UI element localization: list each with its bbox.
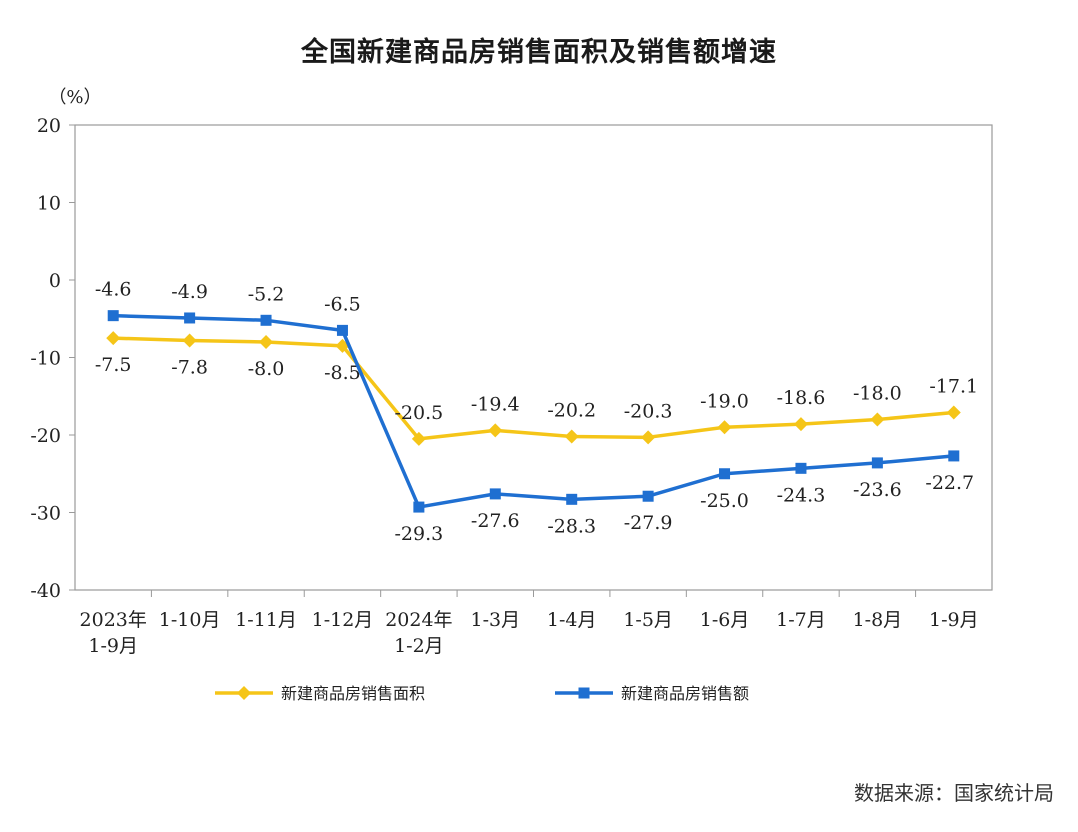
series-line-1 (113, 336, 954, 441)
data-point-sales (948, 450, 960, 462)
data-label: -25.0 (700, 490, 749, 512)
data-label: -27.6 (471, 510, 520, 532)
data-label: -17.1 (929, 376, 978, 398)
x-tick-label: 1-7月 (776, 609, 826, 631)
series-line-2 (113, 313, 954, 509)
data-label: -23.6 (853, 479, 902, 501)
data-label: -29.3 (395, 523, 444, 545)
y-tick-label: -30 (30, 503, 61, 525)
data-point-sales (413, 501, 425, 513)
x-tick-label: 1-5月 (623, 609, 673, 631)
legend-label: 新建商品房销售面积 (281, 684, 425, 703)
data-point-area (106, 331, 121, 346)
x-tick-label: 1-9月 (929, 609, 979, 631)
data-label: -4.9 (171, 281, 208, 303)
data-point-sales (184, 312, 196, 324)
x-tick-label: 1-12月 (312, 609, 374, 631)
data-point-area (641, 430, 656, 445)
data-point-area (488, 423, 503, 438)
x-tick-label: 1-9月 (88, 635, 138, 657)
source-note: 数据来源：国家统计局 (854, 781, 1054, 805)
y-unit-label: （%） (48, 87, 101, 108)
legend-label: 新建商品房销售额 (621, 684, 749, 703)
data-point-sales (336, 324, 348, 336)
x-tick-label: 1-2月 (394, 635, 444, 657)
data-label: -24.3 (777, 484, 826, 506)
x-tick-label: 1-6月 (700, 609, 750, 631)
data-point-area (946, 405, 961, 420)
data-point-area (259, 335, 274, 349)
data-label: -18.0 (853, 383, 902, 405)
data-label: -6.5 (324, 293, 361, 315)
plot-frame (74, 124, 993, 591)
data-point-sales (260, 314, 272, 326)
y-tick-label: -20 (30, 425, 61, 447)
data-label: -19.4 (471, 393, 520, 415)
data-label: -7.5 (95, 354, 132, 376)
data-label: -27.9 (624, 512, 673, 534)
y-tick-label: 20 (37, 115, 61, 137)
data-label: -22.7 (925, 472, 974, 494)
data-label: -20.3 (624, 400, 673, 422)
data-point-sales (566, 493, 578, 505)
data-label: -20.5 (395, 402, 444, 424)
x-tick-label: 2023年 (80, 609, 147, 631)
data-label: -7.8 (171, 356, 208, 378)
data-label: -28.3 (547, 515, 596, 537)
data-point-sales (107, 310, 119, 322)
y-tick-label: -40 (30, 580, 61, 602)
x-tick-label: 1-3月 (470, 609, 520, 631)
x-tick-label: 2024年 (385, 609, 452, 631)
data-label: -8.5 (324, 362, 361, 384)
data-point-sales (795, 462, 807, 474)
data-label: -20.2 (547, 400, 596, 422)
data-point-sales (489, 488, 501, 500)
y-tick-label: 0 (49, 270, 61, 292)
data-point-sales (719, 468, 731, 480)
y-tick-label: -10 (30, 348, 61, 370)
data-point-area (870, 412, 885, 427)
data-point-sales (642, 490, 654, 502)
x-tick-label: 1-8月 (853, 609, 903, 631)
data-point-area (717, 420, 732, 435)
data-label: -4.6 (95, 279, 132, 301)
data-point-area (564, 429, 579, 444)
data-label: -5.2 (248, 283, 285, 305)
chart-title: 全国新建商品房销售面积及销售额增速 (301, 37, 777, 68)
data-point-area (182, 333, 197, 348)
y-tick-label: 10 (37, 193, 61, 215)
x-tick-label: 1-10月 (159, 609, 221, 631)
legend-marker (578, 687, 590, 699)
data-label: -18.6 (777, 387, 826, 409)
data-label: -19.0 (700, 390, 749, 412)
x-tick-label: 1-11月 (235, 609, 297, 631)
data-label: -8.0 (248, 358, 285, 380)
data-point-area (793, 417, 808, 432)
legend-marker (237, 686, 251, 700)
data-point-area (411, 431, 426, 446)
data-point-sales (871, 457, 883, 469)
x-tick-label: 1-4月 (547, 609, 597, 631)
